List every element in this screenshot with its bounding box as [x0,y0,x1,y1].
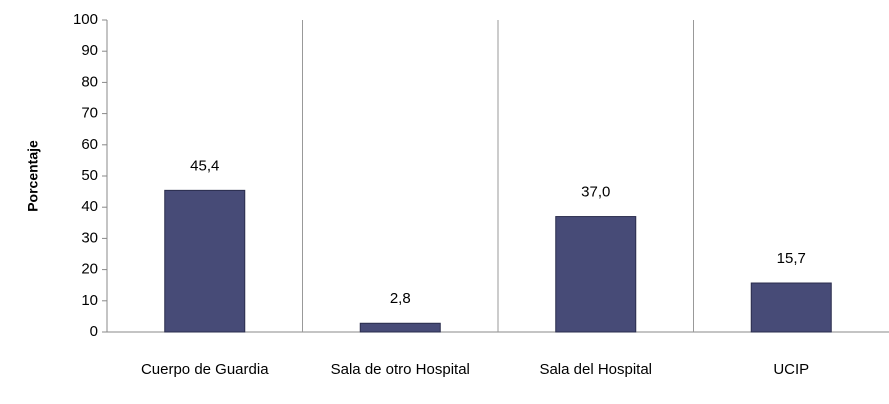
y-tick-label: 100 [73,11,98,28]
value-label: 2,8 [390,290,411,307]
y-tick-label: 90 [81,42,98,59]
y-tick-label: 80 [81,73,98,90]
y-tick-label: 60 [81,136,98,153]
bar [359,322,441,333]
value-label: 45,4 [190,157,219,174]
x-tick-label: UCIP [773,361,810,378]
x-tick-label: Cuerpo de Guardia [140,361,269,378]
y-tick-label: 70 [81,105,98,122]
y-tick-label: 20 [81,261,98,278]
y-tick-label: 10 [81,292,98,309]
y-axis-label: Porcentaje [25,140,41,212]
value-label: 37,0 [581,184,610,201]
value-label: 15,7 [777,250,806,267]
bar [750,282,832,333]
y-tick-label: 30 [81,229,98,246]
x-tick-label: Sala de otro Hospital [330,361,470,378]
x-tick-label: Sala del Hospital [539,361,653,378]
y-tick-label: 40 [81,198,98,215]
bar [164,189,246,333]
y-tick-label: 50 [81,167,98,184]
y-tick-label: 0 [90,323,98,340]
bar [555,216,637,333]
